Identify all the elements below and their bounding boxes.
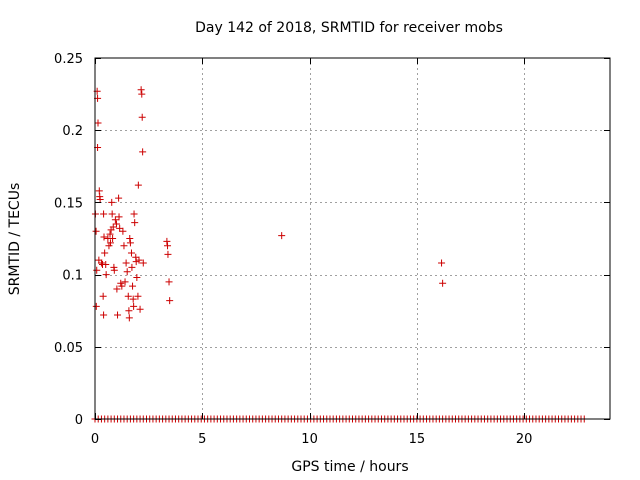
- data-point: [114, 311, 122, 319]
- data-point: [100, 233, 108, 241]
- x-tick-label: 10: [301, 432, 318, 447]
- data-point: [164, 242, 172, 250]
- data-point: [93, 266, 101, 274]
- y-tick-label: 0.15: [54, 196, 83, 211]
- data-point: [121, 278, 129, 286]
- data-point: [126, 235, 134, 242]
- data-point: [116, 224, 124, 232]
- data-point: [101, 249, 109, 257]
- data-point: [130, 210, 138, 218]
- data-point: [94, 119, 102, 127]
- data-point: [134, 181, 142, 189]
- data-point: [123, 268, 131, 276]
- x-tick-label: 15: [409, 432, 426, 447]
- data-point: [100, 311, 108, 319]
- data-point: [102, 271, 110, 279]
- grid-lines: [95, 58, 610, 419]
- data-point: [139, 259, 147, 267]
- data-point: [102, 260, 110, 268]
- data-point: [164, 250, 172, 258]
- data-point: [124, 292, 132, 300]
- data-point: [125, 307, 133, 315]
- data-point: [122, 259, 130, 267]
- data-point: [138, 113, 146, 121]
- y-axis-title: SRMTID / TECUs: [7, 183, 23, 296]
- data-point: [106, 239, 114, 247]
- data-point: [111, 216, 119, 224]
- data-point: [130, 302, 138, 310]
- data-point: [118, 282, 126, 290]
- y-tick-label: 0.25: [54, 52, 83, 67]
- data-point: [166, 297, 174, 305]
- data-point: [100, 210, 108, 218]
- y-tick-label: 0.05: [54, 341, 83, 356]
- data-point: [137, 86, 145, 94]
- data-point: [92, 302, 100, 310]
- x-tick-label: 0: [91, 432, 99, 447]
- data-point: [108, 210, 116, 218]
- data-point: [135, 256, 143, 264]
- data-point: [115, 194, 123, 202]
- data-point: [127, 249, 135, 257]
- data-point: [97, 259, 105, 267]
- data-point: [129, 295, 137, 303]
- data-point: [278, 232, 286, 240]
- data-point: [438, 259, 446, 267]
- data-point: [139, 148, 147, 156]
- data-point: [165, 278, 173, 286]
- data-point: [108, 198, 116, 206]
- data-point: [96, 196, 104, 204]
- data-point: [115, 213, 123, 221]
- data-point: [136, 305, 144, 313]
- data-point: [131, 219, 139, 227]
- data-point: [134, 292, 142, 300]
- data-point: [125, 314, 133, 322]
- data-point: [117, 279, 125, 287]
- data-point: [112, 220, 120, 228]
- data-point: [129, 282, 137, 290]
- data-point: [109, 223, 117, 231]
- data-point: [126, 239, 134, 247]
- data-point: [99, 292, 107, 300]
- x-axis-title: GPS time / hours: [291, 459, 408, 475]
- data-point: [105, 242, 113, 250]
- y-tick-label: 0: [75, 413, 83, 428]
- axis-ticks: [95, 58, 610, 420]
- plot-frame: [94, 57, 611, 420]
- data-point: [128, 263, 136, 271]
- data-point: [163, 237, 171, 245]
- data-point: [109, 235, 117, 242]
- data-point: [119, 227, 127, 235]
- data-point: [92, 227, 100, 235]
- x-tick-label: 5: [198, 432, 206, 447]
- data-point: [133, 273, 141, 281]
- x-tick-label: 20: [516, 432, 533, 447]
- y-tick-label: 0.2: [62, 124, 83, 139]
- data-point: [439, 279, 447, 287]
- data-point: [106, 230, 114, 238]
- chart-title: Day 142 of 2018, SRMTID for receiver mob…: [195, 20, 503, 36]
- data-point: [113, 285, 121, 293]
- data-point: [138, 90, 146, 98]
- data-point: [120, 242, 128, 250]
- data-point: [110, 266, 118, 274]
- data-markers: [91, 86, 588, 423]
- y-tick-label: 0.1: [62, 269, 83, 284]
